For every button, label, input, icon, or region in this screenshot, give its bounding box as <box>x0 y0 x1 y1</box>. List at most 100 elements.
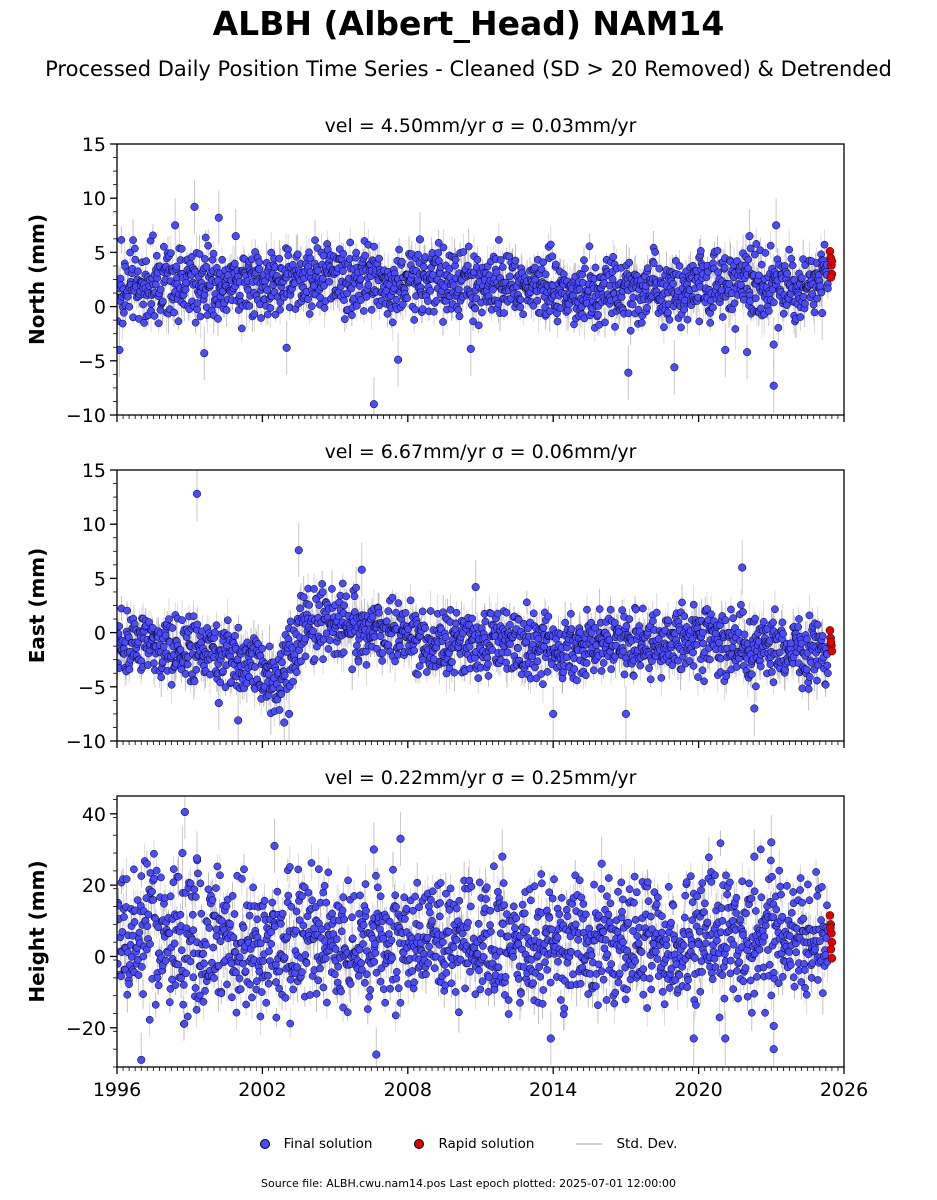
final-solution-point <box>289 677 297 686</box>
final-solution-point <box>772 221 781 230</box>
final-solution-point <box>434 238 443 247</box>
final-solution-point <box>750 250 759 259</box>
final-solution-point <box>643 264 652 273</box>
final-solution-point <box>204 241 213 250</box>
final-solution-point <box>280 671 289 680</box>
final-solution-point <box>624 368 633 377</box>
final-solution-point <box>266 304 275 312</box>
final-solution-point <box>398 257 406 266</box>
final-solution-point <box>219 667 227 676</box>
final-solution-point <box>395 245 403 254</box>
final-solution-point <box>325 277 334 286</box>
final-solution-point <box>556 304 565 312</box>
final-solution-point <box>383 310 392 318</box>
final-solution-point <box>746 244 755 253</box>
final-solution-point <box>231 631 239 640</box>
final-solution-point <box>356 275 365 283</box>
final-solution-point <box>601 318 609 327</box>
final-solution-point <box>223 616 232 625</box>
rapid-solution-points-north <box>825 247 837 282</box>
final-solution-point <box>516 303 525 312</box>
final-solution-point <box>813 294 822 303</box>
final-solution-point <box>157 673 166 682</box>
final-solution-point <box>150 312 159 320</box>
y-tick-label: 0 <box>94 297 106 319</box>
final-solution-point <box>801 299 809 308</box>
final-solution-point <box>305 601 313 609</box>
final-solution-point <box>265 642 274 651</box>
final-solution-point <box>696 247 705 255</box>
final-solution-point <box>725 279 734 288</box>
final-solution-point <box>139 300 147 309</box>
final-solution-point <box>770 298 778 307</box>
final-solution-point <box>313 266 322 275</box>
final-solution-point <box>161 631 170 640</box>
final-solution-point <box>159 642 168 651</box>
final-solution-point <box>516 295 525 304</box>
final-solution-point <box>718 313 727 321</box>
final-solution-point <box>172 262 181 271</box>
final-solution-point <box>709 303 717 312</box>
final-solution-point <box>117 274 125 283</box>
final-solution-point <box>545 307 554 316</box>
final-solution-point <box>824 284 832 293</box>
y-tick-label: 15 <box>82 134 106 156</box>
final-solution-point <box>744 255 753 264</box>
final-solution-point <box>494 299 503 308</box>
final-solution-point <box>346 238 355 247</box>
final-solution-point <box>752 240 761 248</box>
final-solution-point <box>375 254 383 263</box>
final-solution-point <box>471 304 479 313</box>
y-tick-label: 5 <box>94 242 106 264</box>
final-solution-point <box>498 263 507 271</box>
final-solution-point <box>171 221 180 230</box>
final-solution-point <box>255 258 264 266</box>
y-axis-label: North (mm) <box>25 214 49 345</box>
final-solution-point <box>496 256 505 264</box>
y-tick-label: 10 <box>82 188 106 210</box>
final-solution-point <box>305 310 314 318</box>
final-solution-point <box>720 263 729 272</box>
y-tick-label: −10 <box>66 405 106 427</box>
final-solution-point <box>320 304 329 312</box>
final-solution-point <box>816 282 825 290</box>
final-solution-point <box>145 618 153 626</box>
final-solution-point <box>167 249 175 257</box>
final-solution-point <box>125 665 134 674</box>
final-solution-point <box>218 255 226 264</box>
final-solution-points-north <box>117 202 832 409</box>
final-solution-point <box>680 305 689 314</box>
final-solution-point <box>434 249 443 257</box>
final-solution-point <box>677 323 685 332</box>
final-solution-point <box>585 242 594 251</box>
final-solution-point <box>119 308 128 317</box>
final-solution-point <box>500 309 508 317</box>
final-solution-point <box>737 280 745 289</box>
final-solution-point <box>766 241 775 250</box>
final-solution-point <box>168 624 177 632</box>
final-solution-point <box>611 322 619 331</box>
final-solution-point <box>263 310 272 319</box>
final-solution-point <box>419 262 428 271</box>
final-solution-point <box>278 658 286 667</box>
final-solution-point <box>340 315 349 324</box>
final-solution-point <box>117 345 124 355</box>
final-solution-point <box>282 343 291 352</box>
final-solution-point <box>147 300 156 308</box>
final-solution-point <box>625 258 634 267</box>
rapid-solution-point <box>826 273 836 282</box>
final-solution-point <box>730 299 739 308</box>
final-solution-point <box>356 296 365 304</box>
final-solution-point <box>131 255 140 264</box>
final-solution-point <box>492 268 501 277</box>
final-solution-point <box>785 245 794 254</box>
final-solution-point <box>167 680 176 689</box>
final-solution-point <box>695 317 704 326</box>
plot-area-north <box>117 179 837 415</box>
panel-north: 15 10 5 0 −5 −10 vel = 4.50mm/yr σ = 0.03mm/yr… <box>25 115 845 427</box>
final-solution-point <box>276 305 284 314</box>
final-solution-point <box>411 305 419 314</box>
final-solution-point <box>608 275 617 284</box>
final-solution-point <box>430 307 438 316</box>
final-solution-point <box>201 255 209 263</box>
